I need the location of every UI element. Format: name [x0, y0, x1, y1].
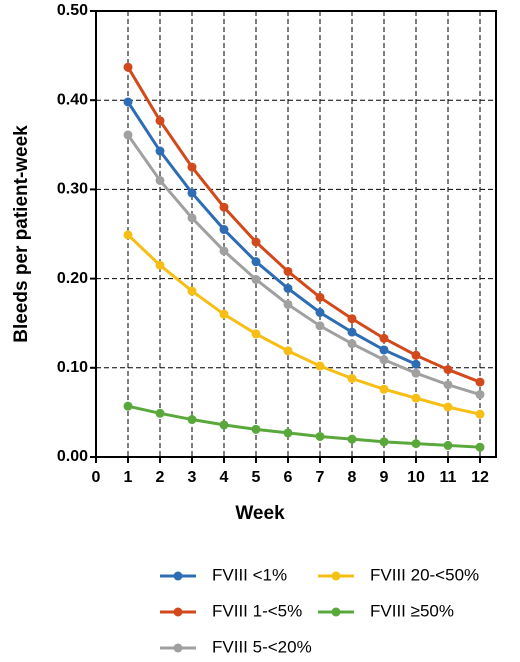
data-point — [475, 409, 485, 419]
x-tick-label: 5 — [252, 469, 261, 486]
data-point — [251, 329, 261, 339]
data-point — [411, 439, 421, 449]
series-line — [126, 233, 481, 416]
y-tick-label: 0.50 — [57, 2, 88, 19]
x-tick-label: 1 — [124, 469, 133, 486]
series-line — [126, 66, 481, 384]
data-point — [411, 350, 421, 360]
data-point — [411, 393, 421, 403]
x-tick-label: 4 — [220, 469, 229, 486]
legend-marker — [173, 571, 183, 581]
data-point — [219, 309, 229, 319]
data-point — [251, 424, 261, 434]
series-line — [126, 134, 481, 396]
x-tick-label: 11 — [440, 469, 457, 486]
data-point — [347, 339, 357, 349]
legend-label: FVIII <1% — [212, 565, 287, 584]
data-point — [251, 274, 261, 284]
data-point — [347, 434, 357, 444]
data-point — [379, 333, 389, 343]
y-tick-label: 0.30 — [57, 181, 88, 198]
y-tick-label: 0.00 — [57, 448, 88, 465]
x-tick-label: 3 — [188, 469, 197, 486]
legend-marker — [331, 571, 341, 581]
data-point — [475, 390, 485, 400]
data-point — [379, 437, 389, 447]
x-tick-label: 0 — [92, 469, 101, 486]
data-point — [155, 260, 165, 270]
data-point — [187, 213, 197, 223]
data-point — [123, 97, 133, 107]
x-tick-label: 10 — [407, 469, 425, 486]
data-point — [123, 401, 133, 411]
data-point — [443, 380, 453, 390]
data-point — [475, 377, 485, 387]
legend-marker — [331, 607, 341, 617]
data-point — [123, 130, 133, 140]
x-axis-label: Week — [235, 503, 285, 524]
data-point — [155, 408, 165, 418]
legend-label: FVIII 5-<20% — [212, 637, 312, 656]
data-point — [219, 202, 229, 212]
data-point — [283, 283, 293, 293]
y-tick-label: 0.40 — [57, 91, 88, 108]
y-axis-label: Bleeds per patient-week — [11, 125, 32, 343]
data-point — [155, 116, 165, 126]
data-point — [123, 62, 133, 72]
data-point — [379, 355, 389, 365]
data-point — [411, 359, 421, 369]
data-point — [283, 299, 293, 309]
data-point — [443, 365, 453, 375]
y-tick-label: 0.20 — [57, 270, 88, 287]
legend-label: FVIII ≥50% — [370, 601, 454, 620]
x-tick-label: 7 — [316, 469, 325, 486]
x-tick-label: 2 — [156, 469, 165, 486]
data-point — [411, 368, 421, 378]
data-point — [251, 237, 261, 247]
data-point — [315, 292, 325, 302]
data-point — [379, 345, 389, 355]
data-point — [315, 361, 325, 371]
x-tick-label: 8 — [348, 469, 357, 486]
data-point — [123, 230, 133, 240]
legend-label: FVIII 1-<5% — [212, 601, 302, 620]
data-point — [315, 321, 325, 331]
data-point — [475, 442, 485, 452]
data-point — [187, 415, 197, 425]
legend-label: FVIII 20-<50% — [370, 565, 479, 584]
x-tick-label: 6 — [284, 469, 293, 486]
x-tick-label: 9 — [380, 469, 389, 486]
data-point — [443, 440, 453, 450]
data-point — [315, 307, 325, 317]
data-point — [155, 175, 165, 185]
data-point — [283, 428, 293, 438]
legend-marker — [173, 607, 183, 617]
series-line — [126, 101, 417, 366]
data-point — [219, 225, 229, 235]
data-point — [347, 314, 357, 324]
series-line — [127, 404, 481, 449]
legend-marker — [173, 643, 183, 653]
plot-frame — [95, 10, 497, 458]
data-point — [219, 420, 229, 430]
data-point — [251, 257, 261, 267]
data-point — [187, 286, 197, 296]
data-point — [315, 431, 325, 441]
data-point — [443, 402, 453, 412]
data-point — [347, 374, 357, 384]
y-tick-label: 0.10 — [57, 359, 88, 376]
data-point — [283, 266, 293, 276]
data-point — [219, 246, 229, 256]
data-point — [283, 346, 293, 356]
data-point — [155, 146, 165, 156]
data-point — [347, 327, 357, 337]
data-point — [187, 162, 197, 172]
data-point — [379, 384, 389, 394]
data-point — [187, 188, 197, 198]
x-tick-label: 12 — [471, 469, 489, 486]
